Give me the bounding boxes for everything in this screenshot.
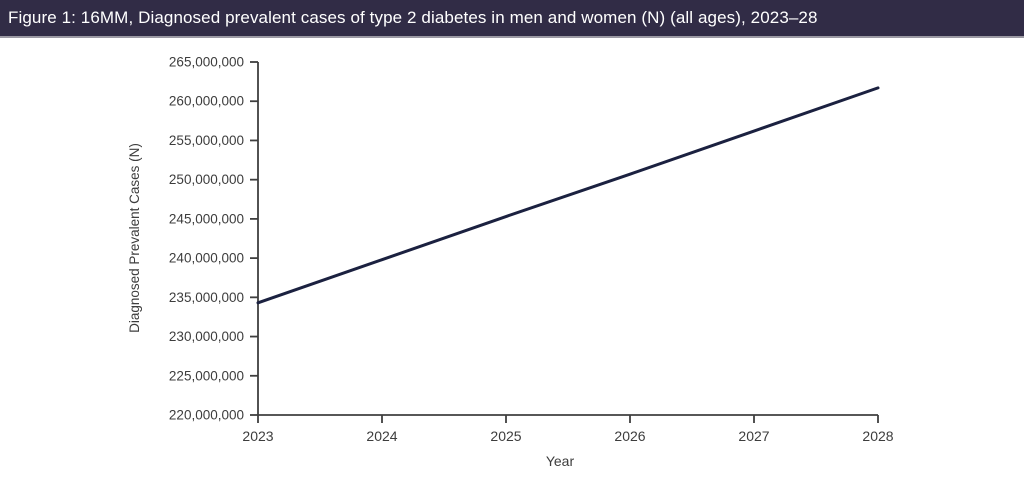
y-tick-label: 260,000,000 bbox=[169, 94, 244, 109]
x-tick-label: 2025 bbox=[490, 428, 521, 444]
y-axis-ticks: 220,000,000 225,000,000 230,000,000 235,000… bbox=[169, 55, 258, 423]
chart-area: 220,000,000 225,000,000 230,000,000 235,000… bbox=[0, 38, 1024, 482]
x-tick-label: 2024 bbox=[366, 428, 397, 444]
data-series-group bbox=[256, 86, 880, 305]
figure-title-bar: Figure 1: 16MM, Diagnosed prevalent case… bbox=[0, 0, 1024, 38]
x-tick-label: 2026 bbox=[614, 428, 645, 444]
y-tick-label: 235,000,000 bbox=[169, 290, 244, 305]
figure-title: Figure 1: 16MM, Diagnosed prevalent case… bbox=[8, 8, 818, 27]
y-tick-label: 225,000,000 bbox=[169, 368, 244, 383]
y-tick-label: 250,000,000 bbox=[169, 172, 244, 187]
data-line bbox=[256, 86, 880, 305]
y-tick-label: 265,000,000 bbox=[169, 55, 244, 70]
y-tick-label: 240,000,000 bbox=[169, 251, 244, 266]
x-axis-label: Year bbox=[546, 453, 575, 469]
x-tick-label: 2028 bbox=[862, 428, 893, 444]
line-chart: 220,000,000 225,000,000 230,000,000 235,000… bbox=[127, 55, 894, 470]
y-tick-label: 255,000,000 bbox=[169, 133, 244, 148]
chart-axes bbox=[257, 62, 878, 416]
y-axis-label: Diagnosed Prevalent Cases (N) bbox=[127, 143, 142, 333]
x-axis-ticks: 2023 2024 2025 2026 2027 2028 bbox=[242, 415, 894, 444]
x-tick-label: 2027 bbox=[738, 428, 769, 444]
x-tick-label: 2023 bbox=[242, 428, 273, 444]
y-tick-label: 245,000,000 bbox=[169, 211, 244, 226]
y-tick-label: 220,000,000 bbox=[169, 408, 244, 423]
y-tick-label: 230,000,000 bbox=[169, 329, 244, 344]
